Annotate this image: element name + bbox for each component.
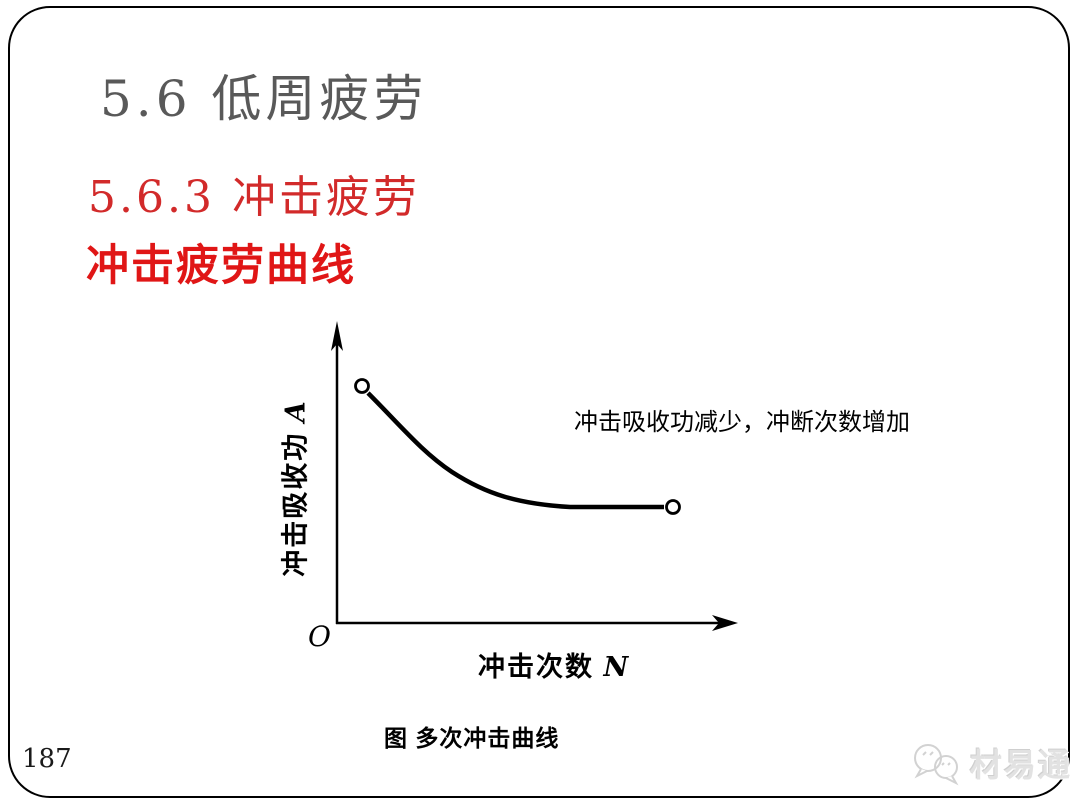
x-axis-label-text: 冲击次数	[478, 652, 594, 682]
watermark-text: 材易通	[970, 747, 1073, 783]
y-axis-label: 冲击吸收功 A	[274, 399, 313, 576]
y-axis-label-text: 冲击吸收功	[280, 431, 311, 577]
x-axis-symbol: N	[603, 652, 631, 683]
fatigue-curve	[366, 391, 664, 510]
chat-bubbles-logo-icon	[914, 744, 959, 786]
y-axis-arrow-icon	[331, 321, 343, 351]
figure-caption: 图 多次冲击曲线	[384, 725, 560, 751]
slide-title: 5.6 低周疲劳	[100, 70, 428, 128]
curve-start-marker	[354, 378, 370, 394]
impact-fatigue-chart	[270, 315, 750, 685]
origin-label: O	[308, 620, 331, 653]
x-axis-arrow-icon	[712, 615, 738, 631]
page-number: 187	[22, 744, 72, 774]
slide-subtitle: 5.6.3 冲击疲劳	[88, 172, 420, 223]
curve-end-marker	[665, 499, 681, 515]
chart-annotation: 冲击吸收功减少，冲断次数增加	[574, 409, 910, 436]
slide-border	[8, 6, 1070, 798]
chart-canvas	[331, 321, 738, 631]
x-axis-label: 冲击次数 N	[478, 645, 630, 684]
slide-subheading: 冲击疲劳曲线	[86, 242, 356, 290]
y-axis-symbol: A	[280, 399, 312, 423]
watermark: 材易通	[908, 740, 1072, 786]
